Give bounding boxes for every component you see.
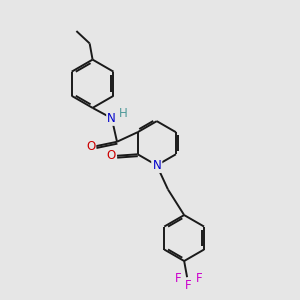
Text: F: F <box>175 272 181 285</box>
Text: N: N <box>107 112 116 125</box>
Text: F: F <box>196 272 203 285</box>
Text: O: O <box>86 140 95 153</box>
Text: N: N <box>152 159 161 172</box>
Text: F: F <box>185 279 192 292</box>
Text: H: H <box>118 107 127 120</box>
Text: O: O <box>106 149 116 162</box>
